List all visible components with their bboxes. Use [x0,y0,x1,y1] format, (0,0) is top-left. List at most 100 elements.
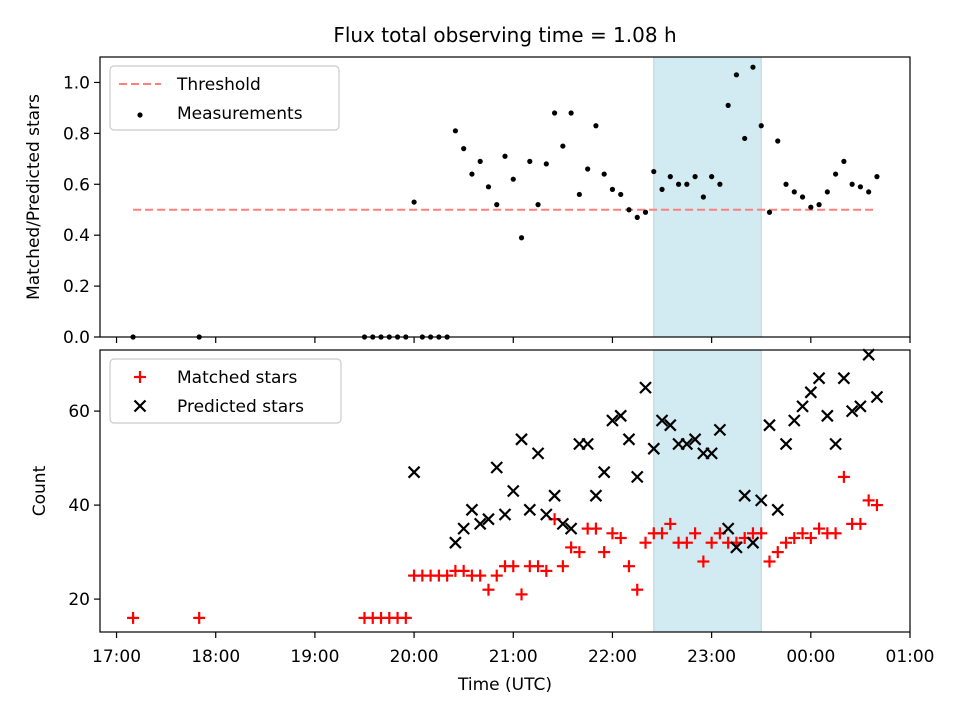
legend-measurement-swatch [137,112,143,118]
predicted-star-point [523,503,537,517]
measurement-point [659,186,665,192]
predicted-star-point [821,409,834,423]
predicted-star-point [614,409,627,423]
measurement-point [692,174,698,180]
measurement-point [824,189,830,195]
matched-star-point [490,569,503,582]
measurement-point [510,176,516,182]
predicted-star-point [490,461,504,474]
x-tick-label: 19:00 [290,647,339,667]
predicted-star-point [457,522,470,535]
chart-title: Flux total observing time = 1.08 h [333,23,676,47]
measurement-point [411,199,417,205]
legend-predicted-swatch [133,399,147,413]
measurement-point [758,123,764,129]
measurement-point [634,214,640,220]
predicted-star-point [515,433,528,446]
y-tick-label: 60 [68,402,90,422]
predicted-star-point [647,442,661,455]
predicted-star-point [581,437,594,451]
legend-label: Measurements [177,104,303,124]
matched-star-point [441,569,454,582]
predicted-star-point [705,447,718,460]
measurement-point [618,191,624,198]
legend-label: Predicted stars [177,397,304,417]
legend-label: Threshold [176,75,261,95]
measurement-point [808,204,814,210]
predicted-star-point [862,348,875,361]
measurement-point [667,174,673,180]
measurement-point [709,174,715,180]
matched-star-point [606,527,619,540]
y-tick-label: 0.6 [63,175,90,195]
measurement-point [502,153,508,159]
matched-star-point [540,564,553,577]
measurement-point [791,189,797,195]
matched-star-point [656,527,669,540]
matched-star-point [631,583,644,596]
matched-star-point [565,541,578,554]
x-tick-label: 01:00 [886,647,935,667]
y-tick-label: 0.4 [63,226,90,246]
y-tick-label: 1.0 [63,73,90,93]
measurement-point [799,194,806,200]
measurement-point [700,194,706,200]
predicted-star-point [548,489,561,502]
measurement-point [651,168,657,175]
x-tick-label: 22:00 [588,647,637,667]
matched-star-point [705,536,718,549]
matched-star-point [689,527,702,540]
predicted-star-point [854,400,867,413]
measurement-point [543,161,549,167]
measurement-point [494,202,500,208]
matched-star-point [771,546,784,559]
x-tick-label: 00:00 [786,647,835,667]
measurement-point [742,135,748,142]
predicted-star-point [540,508,553,521]
x-tick-label: 17:00 [92,647,141,667]
legend: Threshold Measurements [109,65,340,131]
predicted-star-point [763,418,776,432]
predicted-star-point [556,517,570,531]
matched-star-point [598,546,611,559]
predicted-star-point [449,536,462,549]
measurement-point [452,128,459,134]
measurement-point [461,146,467,152]
x-tick-label: 20:00 [390,647,439,667]
predicted-star-point [531,447,545,460]
predicted-star-point [630,470,644,484]
predicted-star-point [721,522,735,535]
matched-star-point [589,522,602,535]
predicted-star-point [779,437,793,451]
matched-star-point [697,555,710,568]
measurement-point [593,123,599,129]
predicted-star-point [664,418,677,432]
predicted-star-point [713,423,727,437]
predicted-star-point [407,465,421,479]
predicted-star-point [498,508,512,521]
measurement-point [857,184,864,190]
y-tick-label: 0.0 [63,328,90,348]
measurement-point [866,189,872,195]
predicted-star-point [771,503,785,517]
legend: Matched stars Predicted stars [109,358,342,424]
predicted-star-point [829,437,842,451]
measurement-point [518,235,525,241]
matched-star-point [796,527,809,540]
measurement-point [725,102,731,108]
measurement-point [626,207,632,213]
y-tick-label: 40 [68,496,90,516]
measurement-point [527,158,533,164]
measurement-point [684,181,690,187]
matched-star-point [664,517,677,530]
measurement-point [783,181,789,187]
matched-star-point [804,532,817,544]
matched-star-point [614,532,627,544]
measurement-point [874,174,880,180]
predicted-star-point [688,433,702,446]
bottom-panel: 20 40 60 17:00 18:00 19:00 20:00 21:00 22:00 23:0… [30,348,935,695]
matched-star-point [515,588,528,601]
measurement-point [675,181,682,187]
predicted-star-point [746,536,760,549]
